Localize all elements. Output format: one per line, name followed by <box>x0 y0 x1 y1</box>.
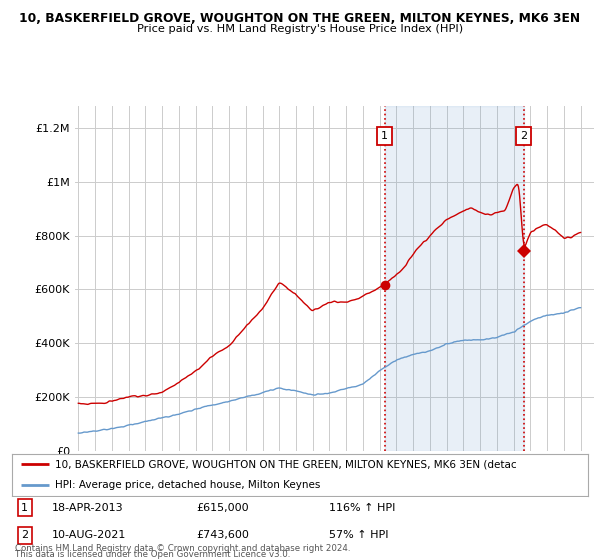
Text: 18-APR-2013: 18-APR-2013 <box>52 503 124 513</box>
Text: 1: 1 <box>381 130 388 141</box>
Text: 10, BASKERFIELD GROVE, WOUGHTON ON THE GREEN, MILTON KEYNES, MK6 3EN (detac: 10, BASKERFIELD GROVE, WOUGHTON ON THE G… <box>55 459 517 469</box>
Text: 10, BASKERFIELD GROVE, WOUGHTON ON THE GREEN, MILTON KEYNES, MK6 3EN: 10, BASKERFIELD GROVE, WOUGHTON ON THE G… <box>19 12 581 25</box>
Text: Price paid vs. HM Land Registry's House Price Index (HPI): Price paid vs. HM Land Registry's House … <box>137 24 463 34</box>
Text: 10-AUG-2021: 10-AUG-2021 <box>52 530 127 540</box>
Text: 1: 1 <box>21 503 28 513</box>
Text: 2: 2 <box>520 130 527 141</box>
Bar <box>385 106 524 451</box>
Text: 116% ↑ HPI: 116% ↑ HPI <box>329 503 395 513</box>
Text: This data is licensed under the Open Government Licence v3.0.: This data is licensed under the Open Gov… <box>15 550 290 559</box>
Text: Contains HM Land Registry data © Crown copyright and database right 2024.: Contains HM Land Registry data © Crown c… <box>15 544 350 553</box>
Text: 2: 2 <box>21 530 28 540</box>
Text: £743,600: £743,600 <box>196 530 249 540</box>
Text: £615,000: £615,000 <box>196 503 249 513</box>
Text: 57% ↑ HPI: 57% ↑ HPI <box>329 530 388 540</box>
Text: HPI: Average price, detached house, Milton Keynes: HPI: Average price, detached house, Milt… <box>55 480 320 490</box>
